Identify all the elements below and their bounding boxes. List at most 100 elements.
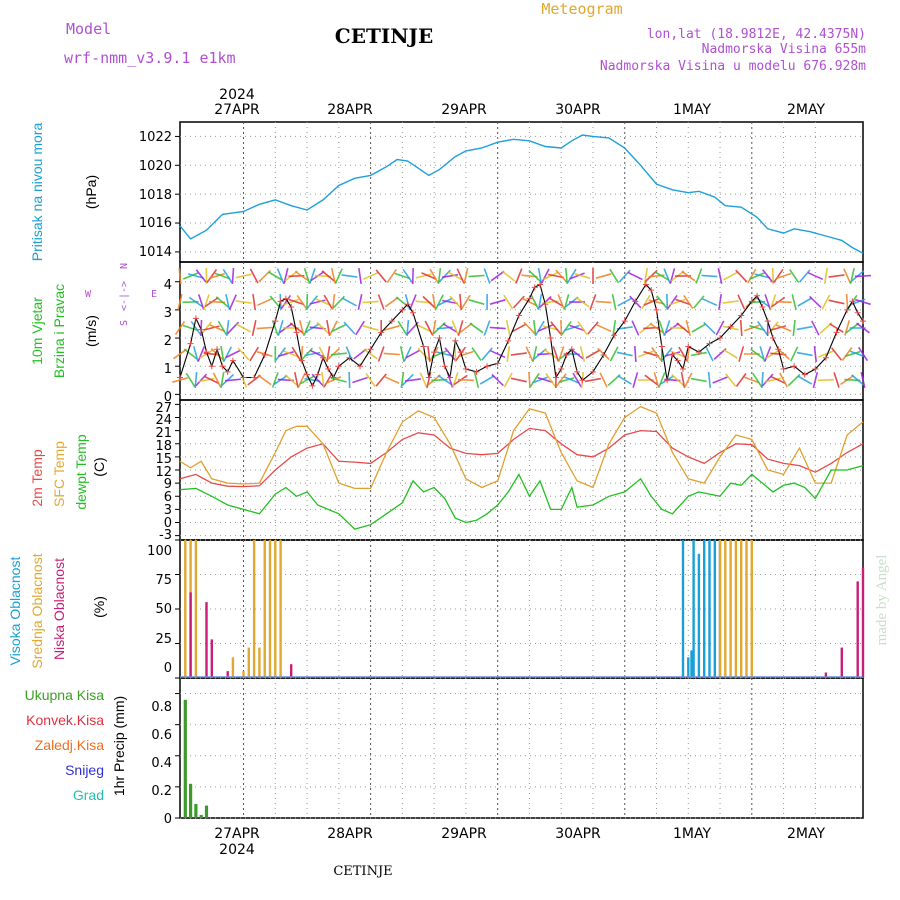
wind-direction-arrow (577, 320, 588, 336)
cloud-bar (740, 540, 743, 678)
wind-direction-arrow (599, 372, 608, 388)
wind-direction-arrow (479, 375, 495, 385)
pressure-panel-frame (179, 121, 864, 263)
wind-direction-arrow (353, 348, 367, 360)
wind-direction-arrow (451, 320, 460, 336)
wind-direction-arrow (775, 272, 792, 280)
wind-direction-arrow (511, 323, 527, 333)
wind-direction-arrow (375, 373, 387, 387)
lonlat-label: lon,lat (18.9812E, 42.4375N) (647, 27, 866, 42)
wind-direction-arrow (283, 298, 300, 306)
cloud-bar (247, 647, 250, 678)
wind-direction-arrow (277, 320, 284, 336)
wind-direction-arrow (177, 294, 183, 310)
wind-direction-arrow (654, 271, 670, 281)
wind-direction-arrow (860, 372, 866, 388)
compass-south: S (119, 320, 130, 326)
wind-direction-arrow (228, 294, 237, 310)
wind-direction-arrow (833, 372, 840, 388)
wind-speed-point (563, 351, 570, 358)
wind-direction-arrow (817, 378, 834, 382)
wind-direction-arrow (617, 375, 632, 385)
wind-direction-arrow (667, 294, 678, 310)
day-label-top-1: 27APR (214, 102, 260, 118)
wind-direction-arrow (611, 294, 617, 310)
wind-direction-arrow (634, 345, 637, 363)
wind-speed-point (632, 298, 639, 305)
wind-speed-point (399, 306, 406, 313)
wind-direction-arrow (489, 299, 506, 305)
wind-direction-arrow (735, 269, 748, 283)
wind-direction-arrow (537, 293, 543, 311)
wind-speed-point (658, 343, 665, 350)
cloud-ytick: 50 (155, 602, 172, 617)
wind-direction-arrow (252, 293, 256, 311)
cloud-ytick: 0 (164, 661, 172, 676)
wind-speed-point (304, 371, 311, 378)
precip-ytick: 0.8 (151, 700, 172, 715)
wind-direction-arrow (686, 345, 690, 363)
wind-direction-arrow (257, 297, 273, 307)
cloud-ytick: 100 (147, 544, 172, 559)
wind-speed-point (457, 349, 464, 356)
day-label-bottom-1: 27APR (214, 826, 260, 842)
temp-ytick: 27 (155, 401, 172, 416)
cloud-bar (745, 540, 748, 678)
wind-direction-arrow (217, 320, 228, 336)
pressure-ylabel: Pritisak na nivou mora (29, 123, 45, 262)
temp-ytick: -3 (159, 528, 172, 543)
wind-direction-arrow (767, 321, 779, 335)
wind-speed-point (288, 304, 295, 311)
wind-direction-arrow (529, 372, 540, 388)
wind-direction-arrow (569, 324, 585, 332)
wind-direction-arrow (471, 346, 482, 362)
wind-direction-arrow (417, 347, 430, 361)
wind-speed-point (849, 298, 856, 305)
wind-direction-arrow (510, 377, 527, 383)
wind-direction-arrow (684, 372, 693, 388)
wind-direction-arrow (277, 351, 294, 357)
wind-direction-arrow (792, 319, 796, 337)
wind-direction-arrow (275, 347, 287, 361)
temp-ytick: 21 (155, 426, 172, 441)
wind-direction-arrow (533, 320, 537, 336)
wind-speed-point (335, 363, 342, 370)
wind-direction-arrow (296, 294, 308, 310)
wind-direction-arrow (326, 319, 331, 337)
watermark: made by Angel (874, 555, 890, 646)
day-label-bottom-6: 2MAY (787, 826, 825, 842)
wind-direction-arrow (632, 372, 639, 388)
wind-direction-arrow (789, 268, 800, 284)
wind-direction-arrow (796, 325, 813, 331)
wind-direction-arrow (283, 350, 299, 358)
wind-direction-arrow (483, 268, 491, 284)
cloud-bar (703, 540, 706, 678)
wind-direction-arrow (791, 294, 797, 310)
wind-speed-point (330, 374, 337, 381)
wind-direction-arrow (415, 273, 432, 279)
wind-speed-point (552, 374, 559, 381)
wind-direction-arrow (461, 294, 471, 310)
wind-direction-arrow (735, 373, 747, 387)
wind-direction-arrow (749, 272, 765, 280)
cloud-bar (194, 540, 198, 678)
wind-direction-arrow (609, 268, 620, 284)
day-label-top-2: 28APR (327, 102, 373, 118)
wind-ylabel-1: 10m Vjetar (29, 297, 45, 365)
wind-ytick: 2 (164, 334, 172, 349)
compass-east: E (151, 289, 157, 300)
wind-speed-point (367, 346, 374, 353)
wind-direction-arrow (617, 297, 633, 307)
wind-direction-arrow (182, 324, 199, 332)
cloud-bar (681, 540, 685, 678)
wind-direction-arrow (200, 321, 213, 335)
wind-direction-arrow (489, 326, 506, 330)
temp-ytick: 6 (164, 490, 172, 505)
wind-direction-arrow (352, 376, 368, 384)
wind-direction-arrow (197, 294, 205, 310)
wind-direction-arrow (666, 293, 669, 311)
wind-direction-arrow (309, 268, 316, 284)
wind-direction-arrow (214, 272, 231, 280)
wind-direction-arrow (235, 300, 252, 304)
wind-speed-point (484, 363, 491, 370)
